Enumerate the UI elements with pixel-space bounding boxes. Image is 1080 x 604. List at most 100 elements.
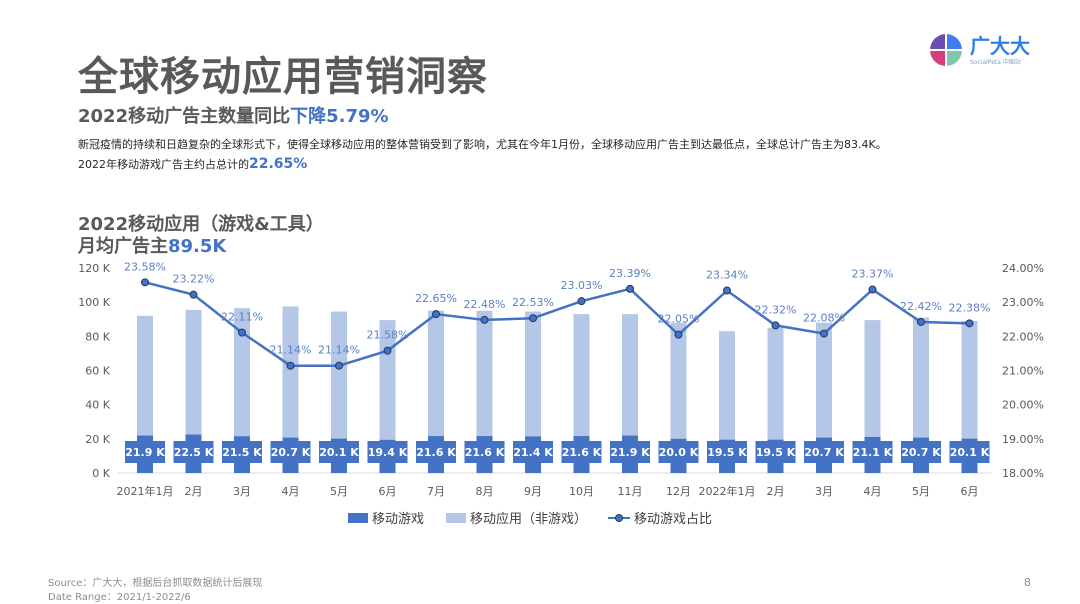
legend-item-ratio: 移动游戏占比 (608, 508, 712, 527)
x-tick-label: 3月 (815, 485, 833, 498)
page-title: 全球移动应用营销洞察 (78, 54, 488, 100)
bar-games-data-label: 20.0 K (659, 446, 699, 459)
bar-games-label-box (222, 441, 262, 463)
ratio-point (335, 361, 343, 370)
ratio-data-label: 21.14% (270, 344, 312, 357)
bar-games-data-label: 20.1 K (319, 446, 359, 459)
bar-games-label-box (901, 441, 941, 463)
bar-games-label-box (319, 441, 359, 463)
bar-games-data-label: 19.5 K (756, 446, 796, 459)
bar-apps (379, 320, 396, 473)
bar-games-label-box (852, 441, 893, 463)
ratio-data-label: 21.58% (367, 329, 409, 342)
bar-apps (864, 320, 881, 473)
ratio-point (965, 319, 974, 328)
bar-games-label-box (125, 441, 165, 463)
bar-apps (719, 331, 735, 473)
bar-games-data-label: 21.4 K (513, 446, 553, 459)
subtitle: 2022移动广告主数量同比下降5.79% (78, 102, 389, 128)
ratio-point (141, 278, 149, 287)
y-left-tick-label: 40 K (85, 399, 110, 412)
subtitle-text: 2022移动广告主数量同比 (78, 106, 291, 127)
ratio-point (432, 310, 440, 319)
x-tick-label: 2月 (185, 485, 203, 498)
description-text: 2022年移动游戏广告主约占总计的 (78, 158, 249, 171)
ratio-point (820, 329, 828, 338)
chart-subheading-highlight: 89.5K (168, 236, 227, 257)
x-tick-label: 7月 (427, 485, 445, 498)
ratio-point (286, 361, 295, 370)
ratio-data-label: 22.53% (512, 296, 554, 309)
ratio-data-label: 23.03% (561, 279, 603, 292)
chart-heading: 2022移动应用（游戏&工具） (78, 214, 324, 235)
bar-apps (137, 315, 153, 473)
ratio-data-label: 23.39% (609, 267, 651, 280)
bar-games-label-box (367, 441, 408, 463)
bar-apps (525, 311, 541, 473)
x-tick-label: 6月 (961, 485, 979, 498)
logo: 广大大 SocialPeta 中国站 (928, 32, 1030, 68)
ratio-point (529, 314, 537, 323)
y-left-tick-label: 60 K (85, 365, 110, 378)
bar-games-label-box (270, 441, 311, 463)
bar-games-label-box (464, 441, 505, 463)
bar-games-label-box (707, 441, 747, 463)
legend-line-marker-icon (608, 513, 630, 522)
ratio-data-label: 22.08% (803, 312, 845, 325)
ratio-point (189, 290, 198, 299)
bar-games-data-label: 21.5 K (222, 446, 262, 459)
ratio-data-label: 23.34% (706, 269, 748, 282)
ratio-point (674, 330, 683, 339)
logo-subname: SocialPeta 中国站 (970, 58, 1021, 66)
bar-games-data-label: 19.5 K (707, 446, 747, 459)
y-right-tick-label: 24.00% (1002, 262, 1044, 275)
page-number: 8 (1024, 576, 1031, 589)
bar-apps (282, 306, 299, 473)
bar-games-label-box (755, 441, 796, 463)
ratio-data-label: 22.48% (464, 298, 506, 311)
ratio-data-label: 22.32% (755, 303, 797, 316)
y-right-tick-label: 23.00% (1002, 296, 1044, 309)
y-left-tick-label: 80 K (85, 330, 110, 343)
bar-apps (816, 322, 832, 473)
bar-games-data-label: 21.6 K (562, 446, 602, 459)
ratio-point (238, 328, 246, 337)
ratio-point (383, 346, 392, 355)
bar-apps (428, 310, 444, 473)
legend-label: 移动游戏占比 (634, 512, 713, 527)
x-tick-label: 8月 (476, 485, 494, 498)
bar-apps (476, 310, 493, 473)
ratio-data-label: 23.37% (852, 268, 894, 281)
bar-games-label-box (561, 441, 602, 463)
y-right-tick-label: 21.00% (1002, 365, 1044, 378)
logo-name: 广大大 (970, 33, 1030, 58)
ratio-point (626, 284, 634, 293)
x-tick-label: 5月 (912, 485, 930, 498)
y-left-tick-label: 20 K (85, 433, 110, 446)
bar-games-data-label: 20.7 K (901, 446, 941, 459)
bar-apps (573, 314, 590, 473)
ratio-data-label: 21.14% (318, 344, 360, 357)
chart-subheading-text: 月均广告主 (78, 236, 168, 257)
legend-swatch (348, 512, 368, 523)
x-tick-label: 10月 (569, 485, 594, 498)
ratio-point (771, 321, 780, 330)
bar-games-label-box (610, 441, 650, 463)
bar-games-data-label: 22.5 K (174, 446, 214, 459)
y-right-tick-label: 19.00% (1002, 433, 1044, 446)
bar-apps (961, 320, 978, 473)
description-line-1: 新冠疫情的持续和日趋复杂的全球形式下，使得全球移动应用的整体营销受到了影响，尤其… (78, 138, 887, 151)
x-tick-label: 2月 (767, 485, 785, 498)
x-tick-label: 9月 (524, 485, 542, 498)
bar-games-label-box (804, 441, 844, 463)
bar-apps (234, 308, 250, 473)
ratio-data-label: 23.58% (124, 260, 166, 273)
description-highlight: 22.65% (249, 156, 308, 172)
y-right-tick-label: 22.00% (1002, 330, 1044, 343)
ratio-data-label: 22.05% (658, 313, 700, 326)
x-tick-label: 5月 (330, 485, 348, 498)
ratio-data-label: 22.65% (415, 292, 457, 305)
logo-icon (930, 34, 962, 66)
y-left-tick-label: 0 K (92, 467, 110, 480)
ratio-point (723, 286, 731, 295)
